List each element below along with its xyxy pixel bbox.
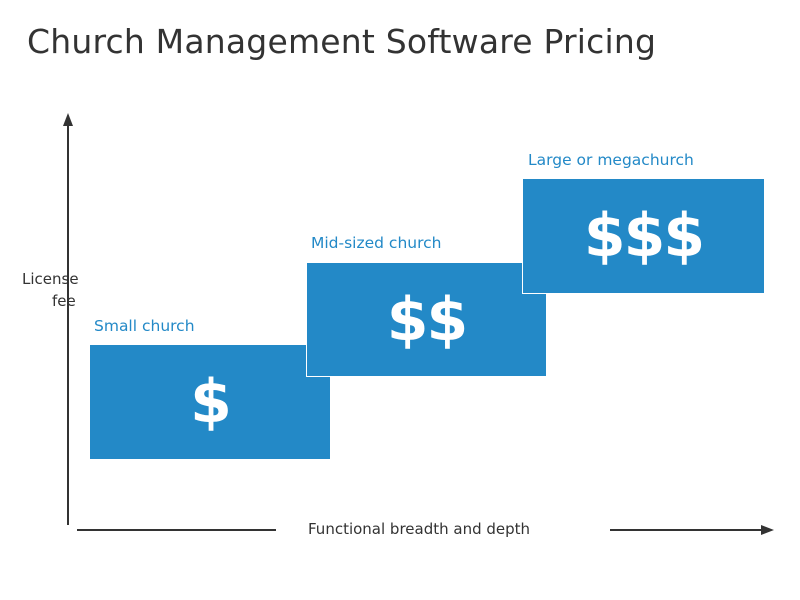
tier-price-mid: $$ xyxy=(386,284,468,355)
x-axis-arrowhead xyxy=(761,525,774,535)
tier-price-small: $ xyxy=(190,367,232,437)
tier-box-small: $ xyxy=(90,345,330,459)
y-axis-label: License fee xyxy=(22,268,112,312)
tier-label-mid: Mid-sized church xyxy=(311,234,442,252)
x-axis-label: Functional breadth and depth xyxy=(308,520,531,538)
y-axis-label-line2: fee xyxy=(52,292,76,310)
tier-label-small: Small church xyxy=(94,317,195,335)
tier-label-large: Large or megachurch xyxy=(528,151,694,169)
y-axis-label-line1: License xyxy=(22,270,79,288)
tier-price-large: $$$ xyxy=(583,201,705,271)
tier-box-mid: $$ xyxy=(306,262,547,377)
y-axis-arrowhead xyxy=(63,113,73,126)
tier-box-large: $$$ xyxy=(522,178,765,294)
diagram-title: Church Management Software Pricing xyxy=(27,22,657,61)
